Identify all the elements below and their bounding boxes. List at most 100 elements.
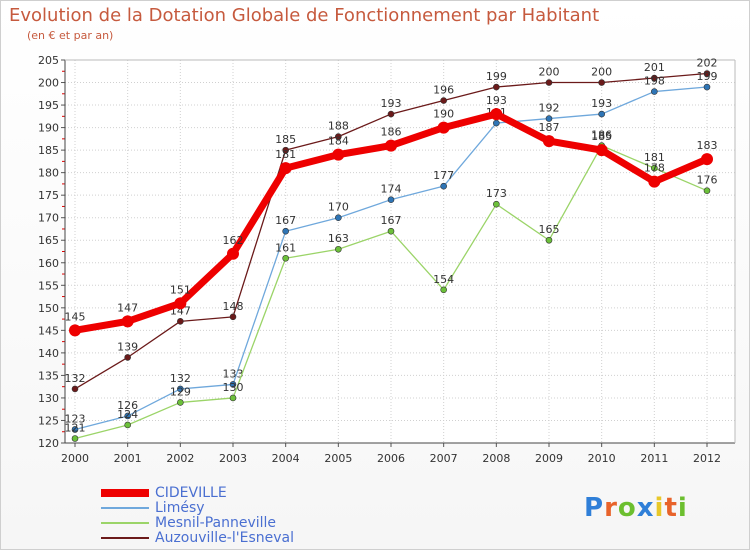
data-label-cideville: 193 (486, 94, 507, 107)
data-point-lim-sy (598, 110, 605, 118)
data-label-mesnil-panneville: 176 (697, 174, 718, 187)
data-label-auzouville-l-esneval: 132 (65, 372, 86, 385)
data-label-mesnil-panneville: 130 (223, 381, 244, 394)
data-point-lim-sy (124, 412, 131, 420)
x-tick-label: 2010 (588, 452, 616, 465)
data-label-lim-sy: 174 (381, 183, 402, 196)
data-point-lim-sy (229, 381, 237, 388)
data-point-lim-sy (440, 182, 447, 190)
y-tick-label: 155 (38, 279, 59, 292)
data-point-lim-sy (335, 214, 342, 222)
data-point-cideville (437, 121, 450, 134)
data-label-mesnil-panneville: 121 (65, 421, 86, 434)
data-point-cideville (543, 135, 555, 148)
legend-item-auzouville-l-esneval: Auzouville-l'Esneval (101, 529, 294, 546)
logo-letter: i (677, 493, 688, 523)
data-point-mesnil-panneville (703, 187, 711, 194)
data-point-cideville (490, 108, 503, 121)
data-point-mesnil-panneville (124, 421, 131, 429)
data-point-cideville (385, 139, 397, 152)
data-point-cideville (595, 144, 608, 157)
data-point-mesnil-panneville (335, 245, 342, 253)
proxiti-logo: Proxiti (584, 493, 688, 523)
data-label-lim-sy: 198 (644, 75, 665, 88)
legend-label-mesnil-panneville: Mesnil-Panneville (155, 514, 277, 531)
data-label-mesnil-panneville: 161 (275, 241, 296, 254)
legend-item-mesnil-panneville: Mesnil-Panneville (101, 514, 294, 531)
y-tick-label: 145 (38, 324, 59, 337)
data-label-cideville: 183 (697, 139, 718, 152)
data-label-auzouville-l-esneval: 196 (433, 84, 454, 97)
data-label-lim-sy: 192 (539, 102, 560, 115)
x-tick-label: 2002 (166, 452, 194, 465)
x-tick-label: 2001 (114, 452, 142, 465)
data-point-cideville (701, 153, 713, 166)
data-label-mesnil-panneville: 181 (644, 151, 665, 164)
data-label-auzouville-l-esneval: 201 (644, 61, 665, 74)
data-point-mesnil-panneville (177, 399, 184, 406)
x-tick-label: 2012 (693, 452, 721, 465)
y-tick-label: 185 (38, 144, 59, 157)
data-point-auzouville-l-esneval (229, 313, 237, 321)
data-label-auzouville-l-esneval: 139 (117, 340, 138, 353)
y-tick-label: 160 (38, 257, 59, 270)
data-point-lim-sy (651, 88, 658, 95)
y-tick-label: 150 (38, 302, 59, 315)
data-label-cideville: 151 (170, 283, 191, 296)
data-point-auzouville-l-esneval (335, 133, 342, 140)
legend-label-auzouville-l-esneval: Auzouville-l'Esneval (155, 529, 294, 546)
data-label-cideville: 184 (328, 135, 349, 148)
logo-letter: r (604, 493, 618, 523)
data-point-mesnil-panneville (440, 286, 447, 294)
logo-letter: o (617, 493, 637, 523)
data-label-cideville: 190 (433, 108, 454, 121)
data-label-mesnil-panneville: 129 (170, 385, 191, 398)
data-label-auzouville-l-esneval: 202 (697, 57, 718, 70)
x-tick-label: 2004 (272, 452, 300, 465)
x-tick-label: 2011 (640, 452, 668, 465)
data-label-lim-sy: 167 (275, 214, 296, 227)
y-tick-label: 180 (38, 167, 59, 180)
legend-swatch-cideville (101, 488, 149, 497)
data-point-auzouville-l-esneval (387, 110, 395, 118)
data-label-mesnil-panneville: 173 (486, 187, 507, 200)
data-point-auzouville-l-esneval (598, 79, 605, 86)
data-label-auzouville-l-esneval: 188 (328, 120, 349, 133)
data-point-auzouville-l-esneval (282, 146, 289, 154)
data-label-cideville: 185 (591, 130, 612, 143)
data-point-auzouville-l-esneval (545, 79, 553, 86)
data-label-mesnil-panneville: 186 (591, 129, 612, 142)
data-label-cideville: 162 (223, 234, 244, 247)
data-point-auzouville-l-esneval (124, 354, 131, 361)
data-label-lim-sy: 193 (591, 97, 612, 110)
logo-letter: t (664, 493, 678, 523)
data-point-auzouville-l-esneval (177, 318, 184, 325)
data-label-lim-sy: 126 (117, 399, 138, 412)
y-tick-label: 205 (38, 54, 59, 67)
data-point-cideville (648, 175, 661, 188)
data-label-lim-sy: 133 (223, 367, 244, 380)
data-label-lim-sy: 170 (328, 201, 349, 214)
data-point-auzouville-l-esneval (493, 83, 500, 91)
y-tick-label: 135 (38, 369, 59, 382)
legend-swatch-mesnil-panneville (101, 521, 149, 524)
legend-item-lim-sy: Limésy (101, 500, 294, 516)
data-label-auzouville-l-esneval: 148 (223, 300, 244, 313)
data-label-cideville: 186 (381, 126, 402, 139)
legend-label-cideville: CIDEVILLE (155, 484, 227, 501)
y-tick-label: 195 (38, 99, 59, 112)
data-label-auzouville-l-esneval: 193 (381, 97, 402, 110)
data-label-auzouville-l-esneval: 200 (539, 66, 560, 79)
x-tick-label: 2000 (61, 452, 89, 465)
data-label-auzouville-l-esneval: 185 (275, 133, 296, 146)
chart-subtitle: (en € et par an) (27, 29, 114, 42)
data-point-mesnil-panneville (229, 394, 237, 402)
data-point-mesnil-panneville (387, 227, 395, 235)
data-label-cideville: 147 (117, 301, 138, 314)
data-label-mesnil-panneville: 167 (381, 214, 402, 227)
data-label-auzouville-l-esneval: 199 (486, 70, 507, 83)
x-tick-label: 2003 (219, 452, 247, 465)
y-tick-label: 130 (38, 392, 59, 405)
data-point-mesnil-panneville (71, 435, 79, 442)
